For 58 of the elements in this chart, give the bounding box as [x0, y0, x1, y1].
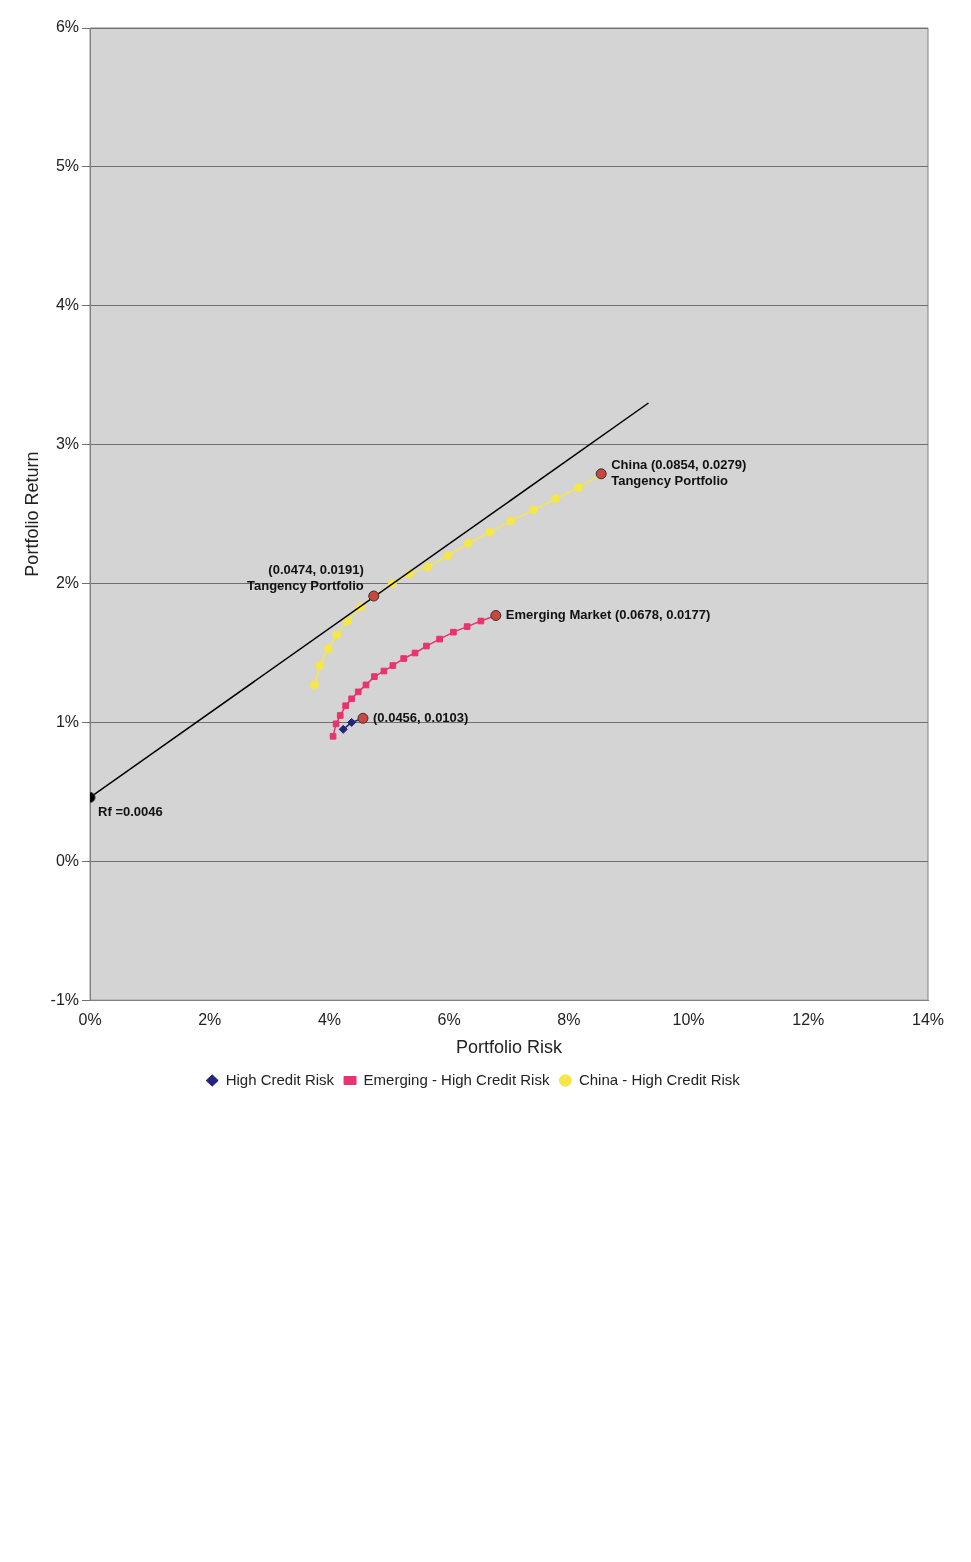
point	[362, 681, 370, 689]
point	[310, 680, 319, 690]
point	[551, 494, 561, 504]
y-axis-title: Portfolio Return	[21, 451, 42, 577]
point	[400, 655, 408, 662]
x-tick-label: 10%	[672, 1011, 705, 1029]
x-tick-label: 8%	[557, 1011, 581, 1029]
point	[485, 527, 495, 537]
point	[506, 516, 516, 526]
x-tick-label: 12%	[792, 1011, 825, 1029]
legend-label: China - High Credit Risk	[578, 1070, 741, 1088]
point	[443, 551, 453, 561]
point	[380, 667, 388, 675]
point	[371, 673, 378, 680]
point	[389, 662, 397, 669]
x-axis-title: Portfolio Risk	[456, 1037, 564, 1058]
y-tick-label: 2%	[55, 573, 80, 591]
annotation: (0.0474, 0.0191) Tangency Portfolio	[246, 561, 364, 593]
point	[450, 628, 457, 636]
y-tick-label: 6%	[55, 18, 80, 36]
point	[315, 660, 325, 670]
point	[411, 649, 419, 657]
point	[323, 644, 333, 654]
x-tick-label: 4%	[317, 1011, 342, 1029]
legend-label: High Credit Risk	[225, 1070, 335, 1088]
legend-label: Emerging - High Credit Risk	[363, 1070, 550, 1088]
point	[423, 562, 433, 572]
point	[336, 712, 344, 719]
point	[342, 702, 349, 710]
x-tick-label: 14%	[911, 1011, 945, 1029]
point	[332, 720, 340, 728]
x-tick-label: 2%	[198, 1011, 222, 1029]
point	[463, 538, 473, 548]
y-tick-label: 1%	[55, 712, 80, 730]
point	[354, 688, 362, 696]
point	[477, 617, 485, 625]
y-tick-label: 3%	[55, 435, 80, 453]
annotation: (0.0456, 0.0103)	[372, 709, 469, 725]
y-tick-label: 0%	[55, 851, 80, 869]
annotation: Emerging Market (0.0678, 0.0177)	[505, 607, 711, 623]
annotation: Rf =0.0046	[98, 803, 163, 819]
annotation: China (0.0854, 0.0279) Tangency Portfolio	[611, 457, 747, 489]
point	[338, 724, 348, 734]
y-tick-label: 4%	[55, 296, 80, 314]
point	[529, 505, 539, 515]
point	[573, 483, 583, 493]
x-tick-label: 0%	[78, 1011, 102, 1029]
point	[348, 695, 355, 703]
y-tick-label: -1%	[50, 990, 80, 1008]
point	[342, 616, 352, 626]
point	[436, 635, 443, 643]
point	[329, 732, 337, 740]
point	[423, 642, 430, 650]
x-tick-label: 6%	[437, 1011, 461, 1029]
point	[463, 623, 471, 630]
y-tick-label: 5%	[55, 157, 80, 175]
point	[332, 630, 342, 640]
point	[347, 717, 357, 727]
